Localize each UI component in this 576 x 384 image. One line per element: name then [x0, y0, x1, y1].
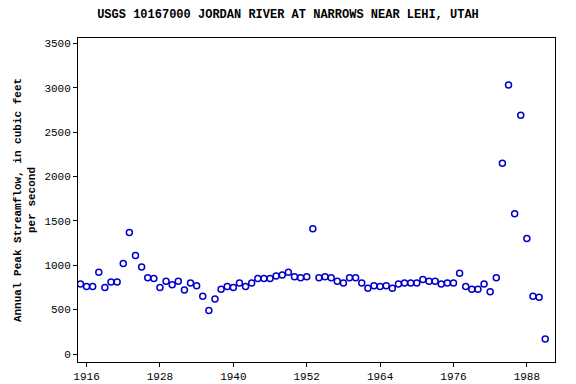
svg-text:3000: 3000 [44, 83, 70, 95]
svg-text:1000: 1000 [44, 260, 70, 272]
svg-text:1500: 1500 [44, 216, 70, 228]
svg-text:1964: 1964 [367, 371, 394, 383]
svg-text:1976: 1976 [440, 371, 466, 383]
svg-text:1952: 1952 [294, 371, 320, 383]
svg-text:1928: 1928 [147, 371, 173, 383]
svg-text:2000: 2000 [44, 171, 70, 183]
svg-text:USGS 10167000 JORDAN RIVER AT: USGS 10167000 JORDAN RIVER AT NARROWS NE… [97, 8, 479, 22]
svg-text:1940: 1940 [220, 371, 246, 383]
svg-text:2500: 2500 [44, 127, 70, 139]
svg-text:1988: 1988 [514, 371, 540, 383]
svg-text:0: 0 [64, 349, 71, 361]
svg-text:Annual Peak Streamflow, in cub: Annual Peak Streamflow, in cubic feetper… [12, 78, 38, 322]
svg-text:1916: 1916 [73, 371, 99, 383]
svg-text:500: 500 [51, 304, 71, 316]
svg-text:3500: 3500 [44, 38, 70, 50]
